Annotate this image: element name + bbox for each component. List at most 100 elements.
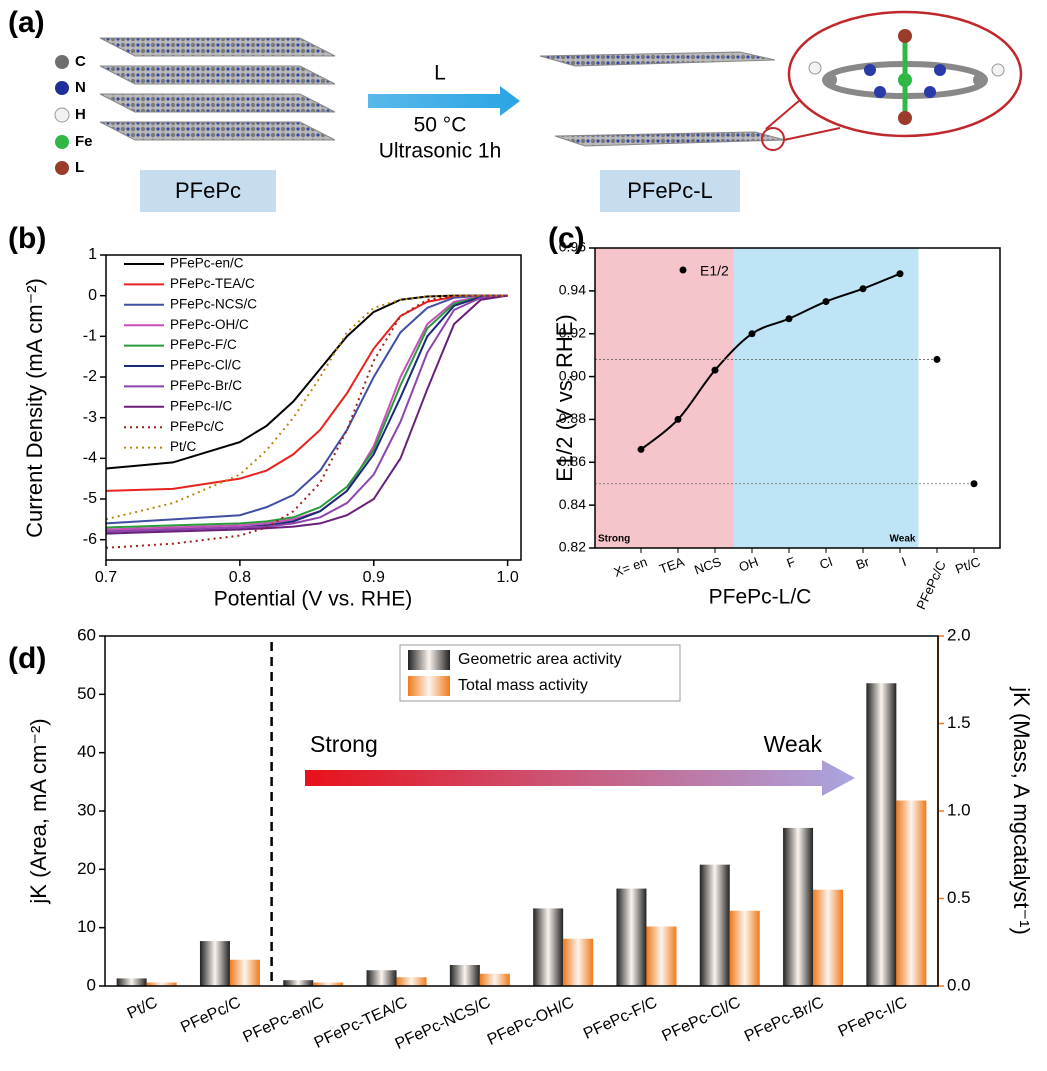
- layer: [99, 93, 336, 113]
- x-tick-label: Pt/C: [953, 554, 982, 577]
- y-tick-label: 0: [88, 287, 97, 304]
- y-tick-label: -3: [83, 409, 97, 426]
- reagent: L: [434, 62, 446, 85]
- x-tick-label: Pt/C: [125, 994, 160, 1023]
- atom: [924, 86, 936, 98]
- x-axis-label: Potential (V vs. RHE): [214, 588, 412, 611]
- x-tick-label: Br: [854, 554, 872, 573]
- data-line: [105, 294, 508, 533]
- bar: [116, 978, 147, 986]
- atom-label: N: [75, 79, 86, 96]
- data-line: [105, 294, 508, 525]
- y-tick-label: 0.0: [947, 975, 971, 994]
- bar: [479, 973, 510, 986]
- x-tick-label: PFePc-OH/C: [485, 994, 577, 1049]
- label-box: [600, 170, 740, 212]
- x-tick-label: NCS: [692, 554, 723, 578]
- layer: [554, 131, 786, 147]
- atom: [991, 63, 1005, 77]
- data-point: [637, 445, 645, 453]
- y-tick-label: -4: [83, 450, 97, 467]
- y-tick-label: 0: [87, 975, 96, 994]
- x-tick-label: PFePc-Br/C: [742, 994, 827, 1045]
- x-tick-label: X= en: [612, 554, 649, 580]
- y-tick-label: 1: [88, 246, 97, 263]
- data-point: [859, 285, 867, 293]
- region-label: Strong: [598, 534, 630, 545]
- data-line: [105, 294, 508, 533]
- x-tick-label: I: [900, 554, 909, 569]
- legend-label: PFePc-I/C: [170, 398, 233, 413]
- y-axis-label: Current Density (mA cm⁻²): [22, 278, 47, 538]
- data-point: [674, 415, 682, 423]
- data-line: [105, 294, 508, 492]
- layer: [539, 51, 776, 67]
- x-tick-label: PFePc-I/C: [836, 994, 910, 1041]
- reaction-arrow: [368, 86, 520, 116]
- legend-label: PFePc-Br/C: [170, 378, 242, 393]
- x-tick-label: PFePc-NCS/C: [393, 994, 494, 1053]
- data-line: [105, 294, 508, 549]
- y-tick-label: 0.88: [559, 410, 586, 426]
- panel-label: (b): [8, 222, 46, 255]
- y-tick-label: 0.90: [559, 367, 586, 383]
- x-tick-label: PFePc-F/C: [581, 994, 660, 1043]
- data-line: [105, 294, 508, 529]
- x-tick-label: Cl: [818, 554, 835, 572]
- y-tick-label: 20: [77, 859, 96, 878]
- y-tick-label: 60: [77, 625, 96, 644]
- bar: [283, 980, 314, 986]
- bar: [783, 827, 814, 986]
- plot-frame: [105, 254, 522, 561]
- layer: [99, 65, 336, 85]
- legend-label: PFePc/C: [170, 419, 224, 434]
- y-tick-label: 30: [77, 800, 96, 819]
- y-tick-label: 0.92: [559, 324, 586, 340]
- y-tick-label: 2.0: [947, 625, 971, 644]
- legend-label: PFePc-F/C: [170, 337, 237, 352]
- temperature: 50 °C: [414, 114, 467, 137]
- atom: [898, 29, 912, 43]
- plot-frame: [104, 635, 939, 987]
- bar: [366, 970, 397, 986]
- atom: [823, 73, 837, 87]
- panel-label: (c): [548, 222, 585, 255]
- x-axis-label: PFePc-L/C: [709, 586, 812, 609]
- y2-label: jK (Mass, A mgcatalyst⁻¹): [1009, 686, 1034, 935]
- bar: [563, 938, 594, 986]
- x-tick-label: 0.8: [229, 569, 251, 586]
- y-axis-label: jK (Area, mA cm⁻²): [26, 718, 51, 904]
- y-axis-label: E1/2 (V vs. RHE): [552, 314, 577, 481]
- atom: [898, 73, 912, 87]
- y-tick-label: 0.5: [947, 888, 971, 907]
- layer: [99, 37, 336, 57]
- bar: [199, 941, 230, 986]
- atom-swatch: [55, 81, 69, 95]
- y-tick-label: 50: [77, 684, 96, 703]
- x-tick-label: F: [785, 554, 798, 571]
- atom: [864, 64, 876, 76]
- plot-frame: [594, 247, 1001, 549]
- atom: [973, 73, 987, 87]
- atom: [934, 64, 946, 76]
- region-label: Weak: [890, 534, 916, 545]
- data-point: [785, 315, 793, 323]
- y-tick-label: -5: [83, 490, 97, 507]
- y-tick-label: 0.94: [559, 282, 586, 298]
- data-point: [933, 355, 941, 363]
- trend-arrow: [305, 760, 855, 796]
- x-tick-label: 1.0: [496, 569, 518, 586]
- bar: [616, 888, 647, 986]
- x-tick-label: 0.7: [95, 569, 117, 586]
- region: [595, 248, 734, 548]
- legend-label: PFePc-en/C: [170, 256, 244, 271]
- data-point: [711, 366, 719, 374]
- layer-stack: [99, 37, 336, 141]
- start-label: PFePc: [175, 178, 241, 203]
- label-box: [140, 170, 276, 212]
- bar: [813, 889, 844, 986]
- legend-label: Pt/C: [170, 439, 197, 454]
- legend-label: PFePc-Cl/C: [170, 358, 242, 373]
- atom-swatch: [55, 161, 69, 175]
